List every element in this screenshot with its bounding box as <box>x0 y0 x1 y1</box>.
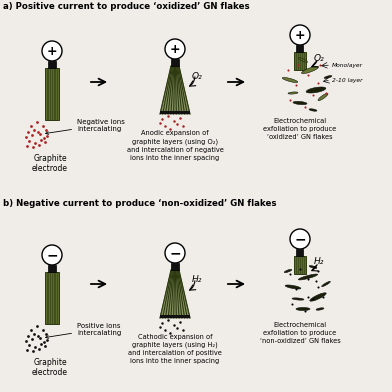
Text: O₂: O₂ <box>192 71 203 80</box>
Ellipse shape <box>318 93 328 101</box>
Text: +: + <box>295 29 305 42</box>
Ellipse shape <box>322 281 330 287</box>
Text: Electrochemical
exfoliation to produce
‘non-oxidized’ GN flakes: Electrochemical exfoliation to produce ‘… <box>260 322 340 344</box>
Polygon shape <box>160 66 190 114</box>
Text: −: − <box>294 232 306 246</box>
Text: H₂: H₂ <box>314 258 324 267</box>
Circle shape <box>290 25 310 45</box>
Circle shape <box>165 39 185 59</box>
Ellipse shape <box>282 78 298 83</box>
Text: Graphite
electrode: Graphite electrode <box>32 358 68 377</box>
Polygon shape <box>171 263 179 270</box>
Polygon shape <box>160 111 190 114</box>
Text: H₂: H₂ <box>192 276 202 285</box>
Ellipse shape <box>309 266 317 269</box>
Polygon shape <box>294 52 306 70</box>
Circle shape <box>42 245 62 265</box>
Polygon shape <box>171 59 179 66</box>
Ellipse shape <box>301 66 318 74</box>
Ellipse shape <box>309 109 317 111</box>
Polygon shape <box>160 315 190 318</box>
Polygon shape <box>45 68 59 120</box>
Ellipse shape <box>285 285 301 289</box>
Polygon shape <box>48 61 56 68</box>
Polygon shape <box>296 45 303 52</box>
Ellipse shape <box>284 269 292 273</box>
Circle shape <box>42 41 62 61</box>
Text: +: + <box>170 42 180 56</box>
Text: Graphite
electrode: Graphite electrode <box>32 154 68 173</box>
Polygon shape <box>160 270 190 318</box>
Ellipse shape <box>293 102 307 105</box>
Ellipse shape <box>296 307 310 310</box>
Ellipse shape <box>324 76 332 78</box>
Ellipse shape <box>298 274 318 280</box>
Text: a) Positive current to produce ‘oxidized’ GN flakes: a) Positive current to produce ‘oxidized… <box>3 2 250 11</box>
Polygon shape <box>294 256 306 274</box>
Ellipse shape <box>310 293 326 301</box>
Ellipse shape <box>306 87 326 93</box>
Polygon shape <box>45 272 59 324</box>
Ellipse shape <box>316 308 324 310</box>
Text: Negative ions
intercalating: Negative ions intercalating <box>45 118 125 134</box>
Circle shape <box>165 243 185 263</box>
Text: −: − <box>46 248 58 262</box>
Text: +: + <box>47 45 57 58</box>
Text: −: − <box>169 246 181 260</box>
Text: Anodic expansion of
graphite layers (using O₂)
and intercalation of negative
ion: Anodic expansion of graphite layers (usi… <box>127 130 223 160</box>
Text: Positive ions
intercalating: Positive ions intercalating <box>45 323 121 338</box>
Ellipse shape <box>298 58 308 62</box>
Text: Cathodic expansion of
graphite layers (using H₂)
and intercalation of positive
i: Cathodic expansion of graphite layers (u… <box>128 334 222 365</box>
Circle shape <box>290 229 310 249</box>
Text: b) Negative current to produce ‘non-oxidized’ GN flakes: b) Negative current to produce ‘non-oxid… <box>3 199 276 208</box>
Polygon shape <box>48 265 56 272</box>
Ellipse shape <box>288 92 298 94</box>
Text: Monolayer: Monolayer <box>332 62 363 67</box>
Polygon shape <box>296 249 303 256</box>
Text: 2-10 layer: 2-10 layer <box>332 78 363 82</box>
Ellipse shape <box>292 298 304 300</box>
Text: O₂: O₂ <box>314 53 325 62</box>
Text: Electrochemical
exfoliation to produce
‘oxidized’ GN flakes: Electrochemical exfoliation to produce ‘… <box>263 118 337 140</box>
